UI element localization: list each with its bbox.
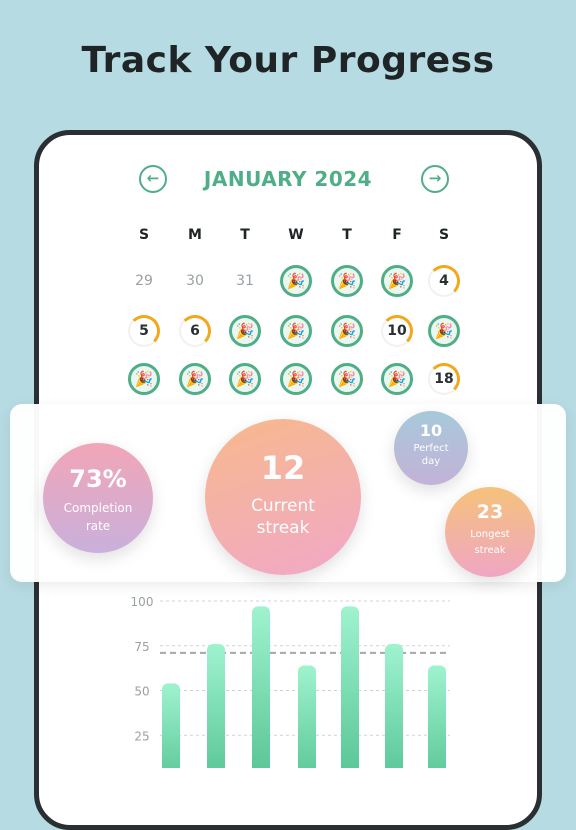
month-title: JANUARY 2024 xyxy=(203,167,373,191)
calendar-day-number: 4 xyxy=(439,273,449,289)
weekday-label: M xyxy=(188,227,202,243)
longest-streak-label: Longest streak xyxy=(470,529,510,556)
progress-ring xyxy=(381,315,413,347)
calendar-day-completed[interactable]: 🎉 xyxy=(280,315,312,347)
calendar-day-completed[interactable]: 🎉 xyxy=(229,315,261,347)
completion-rate-label: Completion rate xyxy=(63,501,133,533)
party-popper-icon: 🎉 xyxy=(286,322,306,340)
calendar-day-completed[interactable]: 🎉 xyxy=(381,265,413,297)
current-streak-bubble: 12 Current streak xyxy=(205,419,361,575)
calendar-day-completed[interactable]: 🎉 xyxy=(280,363,312,395)
party-popper-icon: 🎉 xyxy=(185,370,205,388)
calendar-day-partial[interactable]: 18 xyxy=(428,363,460,395)
perfect-day-value: 10 xyxy=(419,421,443,440)
calendar-day-number: 18 xyxy=(434,371,454,387)
party-popper-icon: 🎉 xyxy=(337,322,357,340)
party-popper-icon: 🎉 xyxy=(286,370,306,388)
party-popper-icon: 🎉 xyxy=(387,272,407,290)
calendar-day-completed[interactable]: 🎉 xyxy=(280,265,312,297)
party-popper-icon: 🎉 xyxy=(434,322,454,340)
calendar-day-number: 6 xyxy=(190,323,200,339)
calendar-day-completed[interactable]: 🎉 xyxy=(229,363,261,395)
calendar-day-partial[interactable]: 5 xyxy=(128,315,160,347)
calendar-day-partial[interactable]: 10 xyxy=(381,315,413,347)
party-popper-icon: 🎉 xyxy=(337,370,357,388)
calendar-header: ← JANUARY 2024 → xyxy=(39,163,537,199)
perfect-day-label: Perfect day xyxy=(413,443,449,467)
completion-rate-value: 73% xyxy=(69,465,127,493)
weekday-label: F xyxy=(392,227,402,243)
party-popper-icon: 🎉 xyxy=(235,322,255,340)
current-streak-label: Current streak xyxy=(251,496,315,538)
progress-ring xyxy=(428,265,460,297)
headline: Track Your Progress xyxy=(81,40,495,81)
calendar-day-other-month[interactable]: 29 xyxy=(135,273,153,289)
calendar-day-partial[interactable]: 4 xyxy=(428,265,460,297)
weekday-label: T xyxy=(240,227,250,243)
calendar-day-completed[interactable]: 🎉 xyxy=(381,363,413,395)
weekday-label: S xyxy=(138,227,150,243)
arrow-right-icon[interactable]: → xyxy=(421,165,449,193)
calendar-day-partial[interactable]: 6 xyxy=(179,315,211,347)
calendar-day-completed[interactable]: 🎉 xyxy=(331,363,363,395)
progress-ring xyxy=(428,363,460,395)
current-streak-value: 12 xyxy=(260,449,306,487)
progress-ring xyxy=(179,315,211,347)
weekday-label: W xyxy=(288,227,304,243)
calendar-day-completed[interactable]: 🎉 xyxy=(331,315,363,347)
calendar-day-number: 10 xyxy=(387,323,407,339)
party-popper-icon: 🎉 xyxy=(387,370,407,388)
party-popper-icon: 🎉 xyxy=(286,272,306,290)
weekday-label: S xyxy=(438,227,450,243)
completion-rate-bubble: 73% Completion rate xyxy=(43,443,153,553)
calendar-day-number: 5 xyxy=(139,323,149,339)
longest-streak-bubble: 23 Longest streak xyxy=(445,487,535,577)
calendar-day-other-month[interactable]: 30 xyxy=(186,273,204,289)
weekday-label: T xyxy=(342,227,352,243)
progress-ring xyxy=(128,315,160,347)
calendar-day-other-month[interactable]: 31 xyxy=(236,273,254,289)
longest-streak-value: 23 xyxy=(476,501,504,523)
party-popper-icon: 🎉 xyxy=(134,370,154,388)
calendar-day-completed[interactable]: 🎉 xyxy=(179,363,211,395)
calendar-day-completed[interactable]: 🎉 xyxy=(331,265,363,297)
arrow-left-icon[interactable]: ← xyxy=(139,165,167,193)
perfect-day-bubble: 10 Perfect day xyxy=(394,411,468,485)
calendar-day-completed[interactable]: 🎉 xyxy=(128,363,160,395)
calendar-day-completed[interactable]: 🎉 xyxy=(428,315,460,347)
party-popper-icon: 🎉 xyxy=(337,272,357,290)
party-popper-icon: 🎉 xyxy=(235,370,255,388)
